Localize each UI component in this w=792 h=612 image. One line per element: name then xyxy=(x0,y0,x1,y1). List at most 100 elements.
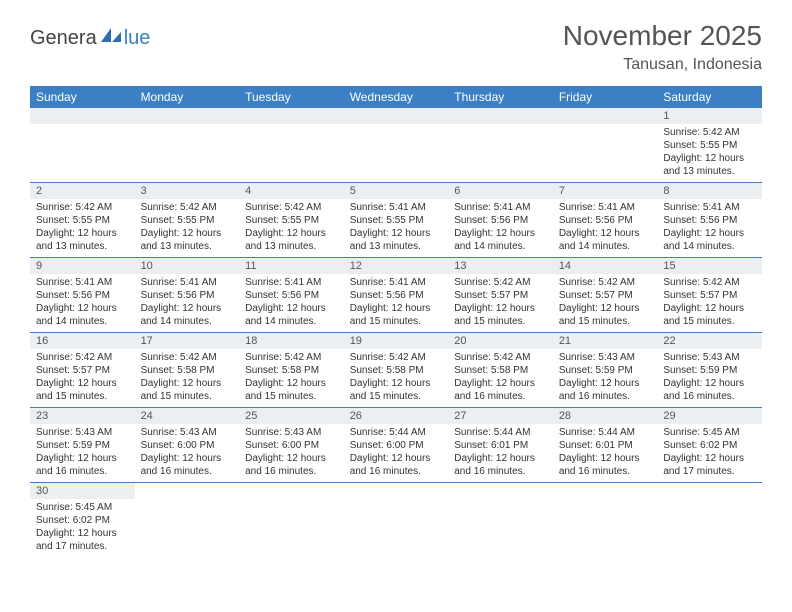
sunset-line: Sunset: 6:02 PM xyxy=(36,514,129,527)
sail-icon xyxy=(99,26,123,50)
sunset-line: Sunset: 5:57 PM xyxy=(36,364,129,377)
daylight-line-2: and 16 minutes. xyxy=(36,465,129,478)
calendar-cell: 30Sunrise: 5:45 AMSunset: 6:02 PMDayligh… xyxy=(30,483,135,558)
calendar-cell: 19Sunrise: 5:42 AMSunset: 5:58 PMDayligh… xyxy=(344,333,449,408)
day-details: Sunrise: 5:43 AMSunset: 5:59 PMDaylight:… xyxy=(553,349,658,407)
sunset-line: Sunset: 5:56 PM xyxy=(350,289,443,302)
sunset-line: Sunset: 5:58 PM xyxy=(245,364,338,377)
sunset-line: Sunset: 5:55 PM xyxy=(350,214,443,227)
daylight-line-1: Daylight: 12 hours xyxy=(141,452,234,465)
daylight-line-1: Daylight: 12 hours xyxy=(350,227,443,240)
sunset-line: Sunset: 6:01 PM xyxy=(454,439,547,452)
calendar-cell: 5Sunrise: 5:41 AMSunset: 5:55 PMDaylight… xyxy=(344,183,449,258)
sunrise-line: Sunrise: 5:41 AM xyxy=(350,276,443,289)
day-number: 21 xyxy=(553,333,658,349)
weekday-header: Friday xyxy=(553,86,658,108)
daylight-line-2: and 16 minutes. xyxy=(454,390,547,403)
daylight-line-1: Daylight: 12 hours xyxy=(559,227,652,240)
calendar-cell: 8Sunrise: 5:41 AMSunset: 5:56 PMDaylight… xyxy=(657,183,762,258)
sunrise-line: Sunrise: 5:42 AM xyxy=(454,276,547,289)
sunrise-line: Sunrise: 5:42 AM xyxy=(245,351,338,364)
day-details: Sunrise: 5:44 AMSunset: 6:01 PMDaylight:… xyxy=(448,424,553,482)
daylight-line-2: and 13 minutes. xyxy=(36,240,129,253)
daylight-line-1: Daylight: 12 hours xyxy=(663,452,756,465)
sunrise-line: Sunrise: 5:43 AM xyxy=(559,351,652,364)
weekday-header: Saturday xyxy=(657,86,762,108)
weekday-header: Monday xyxy=(135,86,240,108)
sunset-line: Sunset: 5:56 PM xyxy=(141,289,234,302)
sunset-line: Sunset: 5:58 PM xyxy=(350,364,443,377)
day-number: 28 xyxy=(553,408,658,424)
day-number xyxy=(344,483,449,499)
day-details xyxy=(448,499,553,505)
sunset-line: Sunset: 6:00 PM xyxy=(245,439,338,452)
sunrise-line: Sunrise: 5:41 AM xyxy=(36,276,129,289)
day-details: Sunrise: 5:42 AMSunset: 5:58 PMDaylight:… xyxy=(135,349,240,407)
day-number: 22 xyxy=(657,333,762,349)
daylight-line-2: and 15 minutes. xyxy=(350,315,443,328)
daylight-line-2: and 16 minutes. xyxy=(663,390,756,403)
day-details: Sunrise: 5:43 AMSunset: 5:59 PMDaylight:… xyxy=(657,349,762,407)
day-details: Sunrise: 5:45 AMSunset: 6:02 PMDaylight:… xyxy=(657,424,762,482)
day-number: 12 xyxy=(344,258,449,274)
daylight-line-1: Daylight: 12 hours xyxy=(245,452,338,465)
day-number: 25 xyxy=(239,408,344,424)
sunset-line: Sunset: 5:57 PM xyxy=(454,289,547,302)
calendar-cell xyxy=(448,108,553,183)
day-number: 9 xyxy=(30,258,135,274)
sunset-line: Sunset: 5:58 PM xyxy=(141,364,234,377)
calendar-cell: 28Sunrise: 5:44 AMSunset: 6:01 PMDayligh… xyxy=(553,408,658,483)
day-details: Sunrise: 5:41 AMSunset: 5:56 PMDaylight:… xyxy=(30,274,135,332)
calendar-cell xyxy=(448,483,553,558)
day-details: Sunrise: 5:42 AMSunset: 5:57 PMDaylight:… xyxy=(448,274,553,332)
day-number xyxy=(135,483,240,499)
day-number: 2 xyxy=(30,183,135,199)
calendar-cell: 14Sunrise: 5:42 AMSunset: 5:57 PMDayligh… xyxy=(553,258,658,333)
daylight-line-2: and 15 minutes. xyxy=(559,315,652,328)
sunrise-line: Sunrise: 5:42 AM xyxy=(245,201,338,214)
logo-text-left: Genera xyxy=(30,27,97,50)
sunset-line: Sunset: 5:59 PM xyxy=(36,439,129,452)
sunset-line: Sunset: 6:01 PM xyxy=(559,439,652,452)
sunset-line: Sunset: 5:58 PM xyxy=(454,364,547,377)
day-number xyxy=(553,108,658,124)
calendar-cell: 3Sunrise: 5:42 AMSunset: 5:55 PMDaylight… xyxy=(135,183,240,258)
sunrise-line: Sunrise: 5:42 AM xyxy=(141,351,234,364)
day-number: 13 xyxy=(448,258,553,274)
sunset-line: Sunset: 5:55 PM xyxy=(36,214,129,227)
day-number: 27 xyxy=(448,408,553,424)
day-details xyxy=(448,124,553,130)
daylight-line-2: and 16 minutes. xyxy=(245,465,338,478)
weekday-header: Tuesday xyxy=(239,86,344,108)
day-details xyxy=(553,124,658,130)
calendar-cell xyxy=(344,483,449,558)
sunrise-line: Sunrise: 5:42 AM xyxy=(663,276,756,289)
sunset-line: Sunset: 6:00 PM xyxy=(141,439,234,452)
calendar-cell xyxy=(553,483,658,558)
day-number: 17 xyxy=(135,333,240,349)
sunrise-line: Sunrise: 5:41 AM xyxy=(141,276,234,289)
day-number xyxy=(448,483,553,499)
day-details: Sunrise: 5:42 AMSunset: 5:57 PMDaylight:… xyxy=(30,349,135,407)
day-details: Sunrise: 5:41 AMSunset: 5:56 PMDaylight:… xyxy=(239,274,344,332)
sunrise-line: Sunrise: 5:43 AM xyxy=(141,426,234,439)
calendar-week-row: 16Sunrise: 5:42 AMSunset: 5:57 PMDayligh… xyxy=(30,333,762,408)
calendar-cell: 6Sunrise: 5:41 AMSunset: 5:56 PMDaylight… xyxy=(448,183,553,258)
day-number xyxy=(30,108,135,124)
daylight-line-1: Daylight: 12 hours xyxy=(663,302,756,315)
sunset-line: Sunset: 5:56 PM xyxy=(454,214,547,227)
daylight-line-2: and 15 minutes. xyxy=(350,390,443,403)
calendar-cell: 16Sunrise: 5:42 AMSunset: 5:57 PMDayligh… xyxy=(30,333,135,408)
day-number: 6 xyxy=(448,183,553,199)
daylight-line-1: Daylight: 12 hours xyxy=(663,152,756,165)
calendar-cell: 22Sunrise: 5:43 AMSunset: 5:59 PMDayligh… xyxy=(657,333,762,408)
sunrise-line: Sunrise: 5:41 AM xyxy=(663,201,756,214)
calendar-cell xyxy=(657,483,762,558)
daylight-line-1: Daylight: 12 hours xyxy=(245,302,338,315)
day-details: Sunrise: 5:42 AMSunset: 5:57 PMDaylight:… xyxy=(657,274,762,332)
calendar-week-row: 23Sunrise: 5:43 AMSunset: 5:59 PMDayligh… xyxy=(30,408,762,483)
day-details: Sunrise: 5:44 AMSunset: 6:01 PMDaylight:… xyxy=(553,424,658,482)
day-number xyxy=(239,108,344,124)
daylight-line-1: Daylight: 12 hours xyxy=(559,377,652,390)
title-block: November 2025 Tanusan, Indonesia xyxy=(563,20,762,74)
